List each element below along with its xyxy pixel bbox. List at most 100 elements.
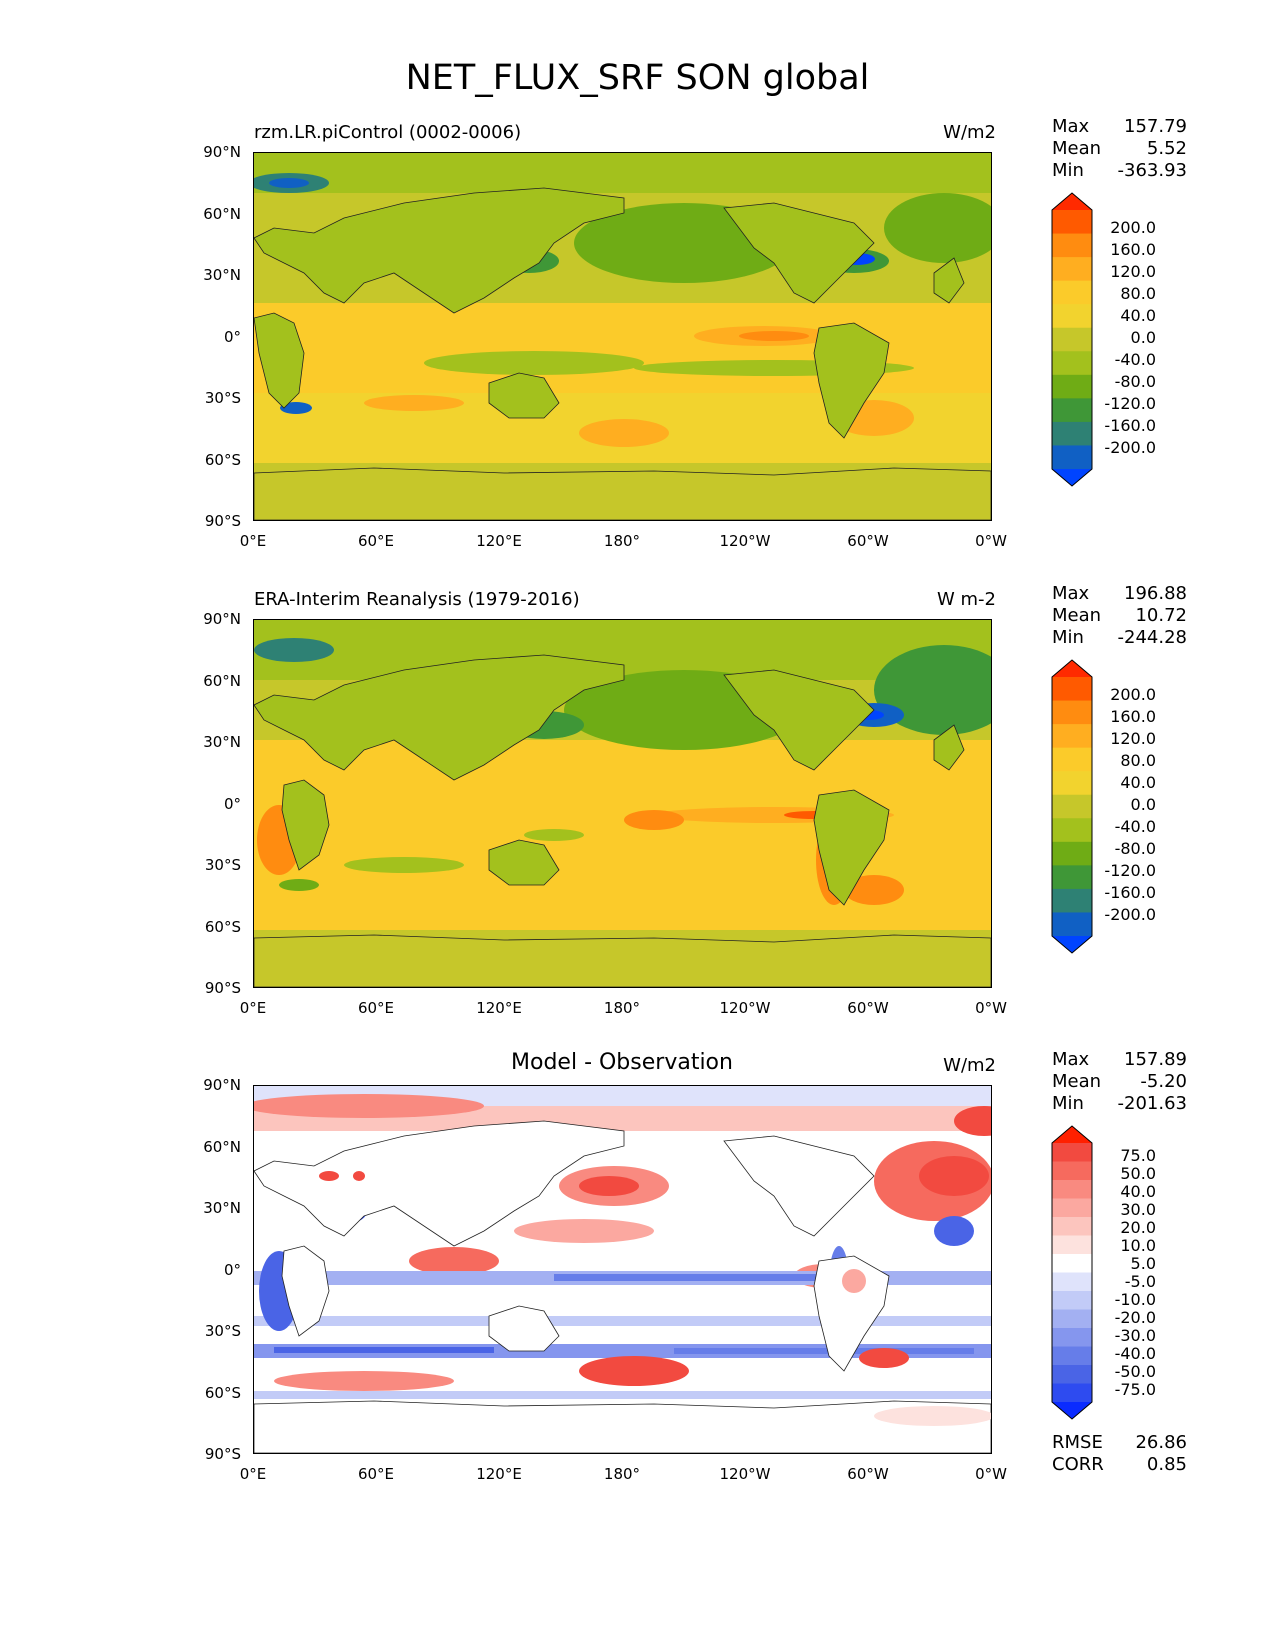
mean-value: 5.52 bbox=[1146, 138, 1187, 159]
colorbar-extend-top bbox=[1052, 660, 1092, 677]
lon-tick: 120°E bbox=[476, 532, 522, 550]
lat-tick: 30°S bbox=[204, 389, 241, 407]
lat-tick: 90°S bbox=[204, 1445, 241, 1463]
colorbar-outline bbox=[1051, 659, 1093, 954]
max-value: 157.89 bbox=[1124, 1049, 1187, 1070]
lat-tick: 60°S bbox=[204, 451, 241, 469]
lon-tick: 180° bbox=[603, 532, 641, 550]
colorbar-segment bbox=[1052, 1235, 1092, 1255]
min-label: Min bbox=[1052, 627, 1084, 648]
colorbar-label: 10.0 bbox=[1120, 1236, 1156, 1255]
lon-tick: 120°E bbox=[476, 999, 522, 1017]
colorbar-label: 80.0 bbox=[1120, 284, 1156, 303]
colorbar-label: -75.0 bbox=[1114, 1380, 1156, 1399]
colorbar-label: -80.0 bbox=[1114, 839, 1156, 858]
colorbar-label: 5.0 bbox=[1130, 1254, 1156, 1273]
panel2-subtitle: ERA-Interim Reanalysis (1979-2016) bbox=[254, 589, 580, 610]
colorbar-extend-top bbox=[1052, 1126, 1092, 1143]
max-label: Max bbox=[1052, 1049, 1090, 1070]
lon-tick: 0°W bbox=[975, 999, 1007, 1017]
colorbar-label: -160.0 bbox=[1104, 416, 1156, 435]
colorbar-label: -80.0 bbox=[1114, 372, 1156, 391]
colorbar-label: -200.0 bbox=[1104, 438, 1156, 457]
lon-tick: 180° bbox=[603, 999, 641, 1017]
lat-tick: 90°N bbox=[203, 143, 241, 161]
lat-tick: 30°N bbox=[203, 1199, 241, 1217]
panel1-colorbar bbox=[1050, 192, 1095, 487]
panel3-units: W/m2 bbox=[943, 1055, 996, 1076]
lon-tick: 60°E bbox=[357, 1465, 395, 1483]
panel2-colorbar-svg bbox=[1051, 659, 1093, 954]
mean-label: Mean bbox=[1052, 605, 1102, 626]
panel3-title: Model - Observation bbox=[511, 1050, 733, 1075]
colorbar-label: -40.0 bbox=[1114, 817, 1156, 836]
rmse-value: 26.86 bbox=[1135, 1432, 1187, 1453]
colorbar-label: 160.0 bbox=[1110, 240, 1156, 259]
colorbar-extend-bottom bbox=[1052, 469, 1092, 486]
colorbar-segment bbox=[1052, 700, 1092, 725]
lon-tick: 60°W bbox=[847, 532, 889, 550]
colorbar-segment bbox=[1052, 304, 1092, 329]
colorbar-label: 30.0 bbox=[1120, 1200, 1156, 1219]
panel2-units: W m-2 bbox=[936, 589, 996, 610]
colorbar-segment bbox=[1052, 1291, 1092, 1310]
colorbar-segment bbox=[1052, 233, 1092, 258]
colorbar-segment bbox=[1052, 351, 1092, 376]
colorbar-outline bbox=[1051, 1125, 1093, 1420]
colorbar-label: 50.0 bbox=[1120, 1164, 1156, 1183]
lon-tick: 0°W bbox=[975, 1465, 1007, 1483]
colorbar-segment bbox=[1052, 747, 1092, 772]
panel2-colorbar bbox=[1050, 659, 1095, 954]
rmse-label: RMSE bbox=[1052, 1432, 1103, 1453]
colorbar-segment bbox=[1052, 1365, 1092, 1384]
lat-tick: 60°S bbox=[204, 1384, 241, 1402]
colorbar-segment bbox=[1052, 818, 1092, 843]
lat-tick: 0° bbox=[223, 328, 241, 346]
colorbar-label: 40.0 bbox=[1120, 1182, 1156, 1201]
lat-tick: 0° bbox=[223, 795, 241, 813]
panel1-subtitle: rzm.LR.piControl (0002-0006) bbox=[254, 122, 522, 143]
panel3-map bbox=[253, 1085, 992, 1454]
colorbar-segment bbox=[1052, 771, 1092, 796]
colorbar-extend-top bbox=[1052, 193, 1092, 210]
lon-tick: 120°E bbox=[476, 1465, 522, 1483]
colorbar-label: -40.0 bbox=[1114, 350, 1156, 369]
colorbar-extend-bottom bbox=[1052, 936, 1092, 953]
panel2-stats: Max 196.88 Mean 10.72 Min -244.28 bbox=[1052, 583, 1187, 649]
colorbar-label: -5.0 bbox=[1124, 1272, 1156, 1291]
colorbar-label: -30.0 bbox=[1114, 1326, 1156, 1345]
colorbar-segment bbox=[1052, 1346, 1092, 1366]
panel1-colorbar-svg bbox=[1051, 192, 1093, 487]
max-value: 196.88 bbox=[1124, 583, 1187, 604]
colorbar-label: 200.0 bbox=[1110, 218, 1156, 237]
colorbar-extend-bottom bbox=[1052, 1402, 1092, 1419]
lon-tick: 0°W bbox=[975, 532, 1007, 550]
lon-tick: 120°W bbox=[719, 1465, 771, 1483]
colorbar-label: -50.0 bbox=[1114, 1362, 1156, 1381]
colorbar-label: 0.0 bbox=[1130, 328, 1156, 347]
lat-tick: 90°S bbox=[204, 512, 241, 530]
mean-label: Mean bbox=[1052, 1071, 1102, 1092]
mean-value: 10.72 bbox=[1135, 605, 1187, 626]
lon-tick: 0°E bbox=[239, 1465, 267, 1483]
colorbar-label: 0.0 bbox=[1130, 795, 1156, 814]
colorbar-label: 75.0 bbox=[1120, 1146, 1156, 1165]
colorbar-segment bbox=[1052, 1272, 1092, 1292]
figure-title: NET_FLUX_SRF SON global bbox=[405, 58, 870, 98]
colorbar-segment bbox=[1052, 1383, 1092, 1403]
mean-value: -5.20 bbox=[1140, 1071, 1187, 1092]
panel2-map bbox=[253, 619, 992, 988]
lon-tick: 60°E bbox=[357, 999, 395, 1017]
min-value: -201.63 bbox=[1117, 1093, 1187, 1114]
lat-tick: 60°N bbox=[203, 1138, 241, 1156]
corr-value: 0.85 bbox=[1146, 1454, 1187, 1475]
colorbar-label: -160.0 bbox=[1104, 883, 1156, 902]
panel3-map-svg bbox=[254, 1086, 991, 1453]
colorbar-outline bbox=[1051, 192, 1093, 487]
max-label: Max bbox=[1052, 116, 1090, 137]
lat-tick: 90°N bbox=[203, 1076, 241, 1094]
panel2-map-svg bbox=[254, 620, 991, 987]
colorbar-label: -40.0 bbox=[1114, 1344, 1156, 1363]
colorbar-segment bbox=[1052, 841, 1092, 866]
colorbar-segment bbox=[1052, 1217, 1092, 1236]
